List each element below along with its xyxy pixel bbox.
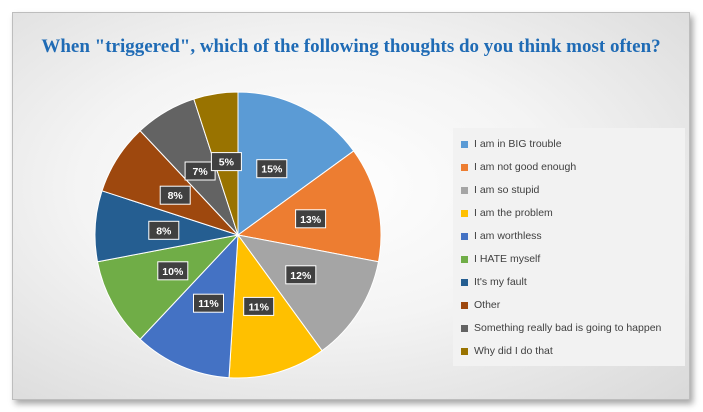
- data-label-text: 15%: [261, 164, 283, 176]
- pie-slice: [236, 150, 382, 263]
- legend-label: I am in BIG trouble: [474, 138, 562, 150]
- data-label-text: 11%: [248, 301, 269, 313]
- data-label-box: [157, 261, 189, 281]
- data-label-text: 5%: [219, 157, 235, 169]
- legend-label: I am so stupid: [474, 184, 540, 196]
- data-label: 10%: [157, 261, 189, 281]
- legend-swatch: [461, 255, 468, 263]
- data-label-text: 10%: [162, 266, 184, 278]
- data-label: 8%: [148, 220, 180, 240]
- legend-item: Other: [461, 299, 500, 311]
- legend-swatch: [461, 278, 468, 286]
- legend-swatch: [461, 301, 468, 309]
- chart-title: When "triggered", which of the following…: [41, 36, 661, 57]
- legend-item: Something really bad is going to happen: [461, 322, 661, 334]
- legend-item: I am not good enough: [461, 161, 576, 173]
- pie-slice: [139, 233, 239, 379]
- data-label-text: 7%: [193, 166, 209, 178]
- pie-slice: [228, 233, 323, 379]
- data-label-text: 11%: [198, 298, 219, 310]
- legend-swatch: [461, 347, 468, 355]
- data-label-box: [193, 293, 224, 313]
- data-label-text: 12%: [290, 270, 312, 282]
- legend-swatch: [461, 232, 468, 240]
- data-label: 8%: [159, 185, 191, 205]
- data-label-box: [295, 209, 327, 229]
- chart-frame: When "triggered", which of the following…: [12, 12, 690, 400]
- legend-label: It's my fault: [474, 276, 527, 288]
- legend-item: I am in BIG trouble: [461, 138, 562, 150]
- data-label: 5%: [210, 152, 242, 172]
- legend-swatch: [461, 186, 468, 194]
- data-label-text: 13%: [300, 214, 322, 226]
- data-label-box: [243, 296, 275, 316]
- data-label: 11%: [243, 296, 275, 316]
- data-label-text: 8%: [156, 225, 172, 237]
- legend-swatch: [461, 163, 468, 171]
- legend-swatch: [461, 140, 468, 148]
- data-label-box: [148, 220, 180, 240]
- data-label-box: [256, 159, 288, 179]
- data-label: 15%: [256, 159, 288, 179]
- data-label-box: [159, 185, 191, 205]
- legend-label: Other: [474, 299, 501, 311]
- legend-item: Why did I do that: [461, 345, 553, 357]
- chart-legend: I am in BIG trouble I am not good enough I…: [453, 128, 685, 366]
- legend-swatch: [461, 209, 468, 217]
- pie-chart: 15% 13% 12% 11% 11% 10% 8% 8% 7% 5%: [94, 91, 382, 379]
- legend-label: Something really bad is going to happen: [474, 322, 662, 334]
- data-label: 11%: [193, 293, 224, 313]
- data-label-box: [285, 265, 317, 285]
- legend-item: I HATE myself: [461, 253, 540, 265]
- pie-slice: [236, 234, 380, 352]
- legend-label: I HATE myself: [474, 253, 541, 265]
- data-label-text: 8%: [168, 190, 184, 202]
- legend-item: I am the problem: [461, 207, 553, 219]
- legend-label: Why did I do that: [474, 345, 553, 357]
- legend-item: I am so stupid: [461, 184, 539, 196]
- legend-item: I am worthless: [461, 230, 542, 242]
- pie-slice: [96, 234, 240, 340]
- legend-label: I am not good enough: [474, 161, 577, 173]
- legend-label: I am worthless: [474, 230, 542, 242]
- data-label: 13%: [295, 209, 327, 229]
- legend-label: I am the problem: [474, 207, 553, 219]
- legend-item: It's my fault: [461, 276, 527, 288]
- data-label: 12%: [285, 265, 317, 285]
- data-label-box: [210, 152, 242, 172]
- pie-slice: [237, 91, 355, 236]
- data-label: 7%: [184, 161, 216, 181]
- legend-swatch: [461, 324, 468, 332]
